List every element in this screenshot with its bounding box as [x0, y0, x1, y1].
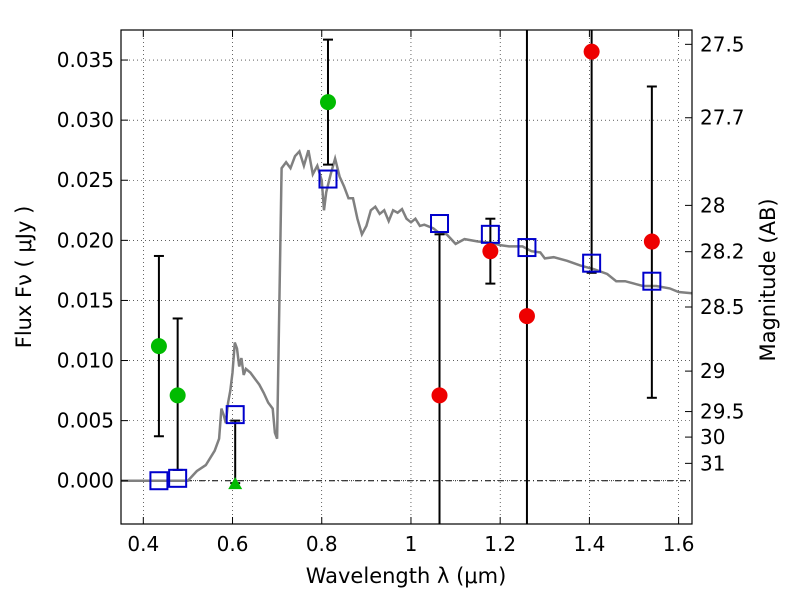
- y-tick-label: 0.010: [57, 349, 114, 373]
- magnitude-tick-label: 28: [700, 193, 725, 217]
- y-axis-label: Flux Fν ( μJy ): [12, 206, 36, 349]
- model-point: [225, 405, 245, 425]
- observed-point: [319, 94, 336, 111]
- observed-point: [583, 43, 600, 60]
- x-tick-label: 1.4: [573, 532, 605, 556]
- y-tick-label: 0.025: [57, 168, 114, 192]
- magnitude-tick-label: 31: [700, 451, 725, 475]
- y-tick-label: 0.035: [57, 48, 114, 72]
- x-axis-ticks: 0.4 0.6 0.8 1 1.2 1.4 1.6: [127, 30, 695, 556]
- model-point: [168, 468, 188, 488]
- magnitude-tick-label: 29.5: [700, 400, 745, 424]
- y-tick-label: 0.005: [57, 409, 114, 433]
- observed-point: [482, 243, 499, 260]
- x-tick-label: 0.4: [127, 532, 159, 556]
- plot-area: [121, 30, 692, 524]
- plot-frame: [120, 29, 693, 525]
- magnitude-tick-label: 29: [700, 359, 725, 383]
- y-tick-label: 0.020: [57, 228, 114, 252]
- observed-upper-limit-point: [228, 477, 243, 490]
- magnitude-tick-label: 27.5: [700, 32, 745, 56]
- y-tick-label: 0.030: [57, 108, 114, 132]
- model-point: [430, 214, 450, 234]
- right-axis-label: Magnitude (AB): [756, 198, 780, 361]
- x-tick-label: 0.6: [217, 532, 249, 556]
- observed-point: [431, 387, 448, 404]
- y-tick-label: 0.015: [57, 288, 114, 312]
- model-points: [149, 169, 662, 491]
- model-point: [582, 253, 602, 273]
- observed-point: [643, 233, 660, 250]
- magnitude-tick-label: 28.2: [700, 240, 745, 264]
- observed-point: [169, 387, 186, 404]
- observed-points: [150, 43, 660, 490]
- magnitude-tick-label: 28.5: [700, 295, 745, 319]
- model-point: [517, 238, 537, 258]
- y-axis-ticks: 0.000 0.005 0.010 0.015 0.020 0.025 0.030 0.035: [57, 48, 128, 493]
- x-tick-label: 1: [405, 532, 418, 556]
- model-point: [642, 271, 662, 291]
- model-point: [149, 471, 169, 491]
- observed-point: [150, 338, 167, 355]
- magnitude-tick-label: 27.7: [700, 106, 745, 130]
- x-tick-label: 1.2: [484, 532, 516, 556]
- y-tick-label: 0.000: [57, 469, 114, 493]
- x-tick-label: 1.6: [663, 532, 695, 556]
- model-point: [480, 224, 500, 244]
- magnitude-tick-label: 30: [700, 425, 725, 449]
- x-axis-label: Wavelength λ (μm): [306, 564, 507, 588]
- observed-point: [518, 308, 535, 325]
- model-point: [318, 169, 338, 189]
- plot-background: [121, 30, 692, 524]
- x-tick-label: 0.8: [306, 532, 338, 556]
